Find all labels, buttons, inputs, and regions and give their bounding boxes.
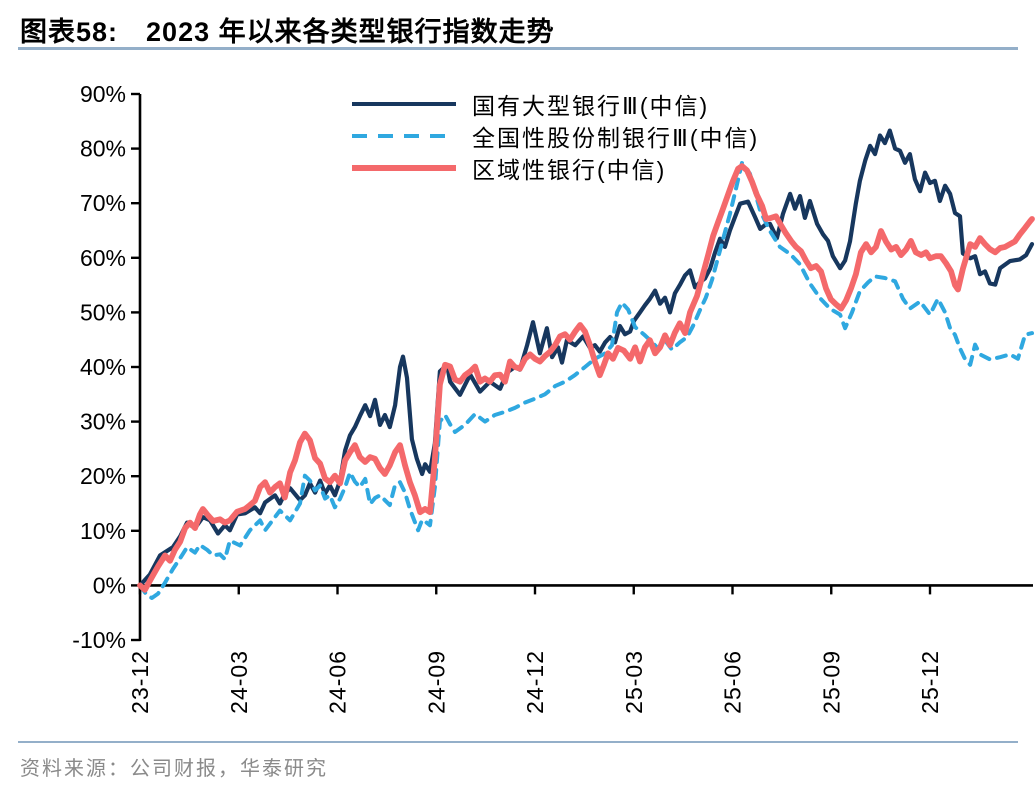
x-axis-label: 24-09 [423, 650, 449, 714]
title-divider [18, 47, 1018, 50]
x-axis-label: 25-03 [621, 650, 647, 714]
x-axis-label: 24-03 [226, 650, 252, 714]
page-title: 2023 年以来各类型银行指数走势 [146, 17, 555, 47]
legend-label: 全国性股份制银行Ⅲ(中信) [472, 125, 760, 151]
y-axis-label: 30% [80, 409, 126, 435]
x-axis-label: 25-06 [720, 650, 746, 714]
legend-item-state-owned-banks: 国有大型银行Ⅲ(中信) [352, 88, 759, 120]
figure-number: 图表58: [20, 17, 119, 47]
y-axis-label: -10% [72, 627, 126, 653]
x-axis-label: 25-12 [917, 650, 943, 714]
legend-item-joint-stock-banks: 全国性股份制银行Ⅲ(中信) [352, 120, 759, 152]
figure-title: 图表58: 2023 年以来各类型银行指数走势 [20, 10, 555, 49]
y-axis-label: 10% [80, 518, 126, 544]
y-axis-label: 40% [80, 354, 126, 380]
source-note: 资料来源：公司财报，华泰研究 [20, 758, 328, 780]
y-axis-label: 50% [80, 299, 126, 325]
x-axis-label: 25-09 [818, 650, 844, 714]
y-axis-label: 90% [80, 81, 126, 107]
y-axis-label: 60% [80, 245, 126, 271]
series-line-0 [137, 128, 1035, 588]
series-line-1 [138, 160, 1034, 600]
solid-navy-line-icon [352, 101, 456, 107]
y-axis-label: 70% [80, 190, 126, 216]
legend-item-regional-banks: 区域性银行(中信) [352, 152, 759, 184]
x-axis-label: 24-06 [325, 650, 351, 714]
y-axis-label: 0% [93, 572, 126, 598]
x-axis-label: 24-12 [522, 650, 548, 714]
chart-legend: 国有大型银行Ⅲ(中信) 全国性股份制银行Ⅲ(中信) 区域性银行(中信) [352, 88, 759, 184]
y-axis-label: 20% [80, 463, 126, 489]
solid-red-line-icon [352, 165, 456, 171]
legend-label: 国有大型银行Ⅲ(中信) [472, 93, 710, 119]
x-axis-label: 23-12 [127, 650, 153, 714]
y-axis-label: 80% [80, 136, 126, 162]
legend-label: 区域性银行(中信) [472, 157, 667, 183]
footer-divider [18, 741, 1018, 743]
dashed-blue-line-icon [352, 134, 456, 138]
series-line-2 [137, 163, 1035, 593]
